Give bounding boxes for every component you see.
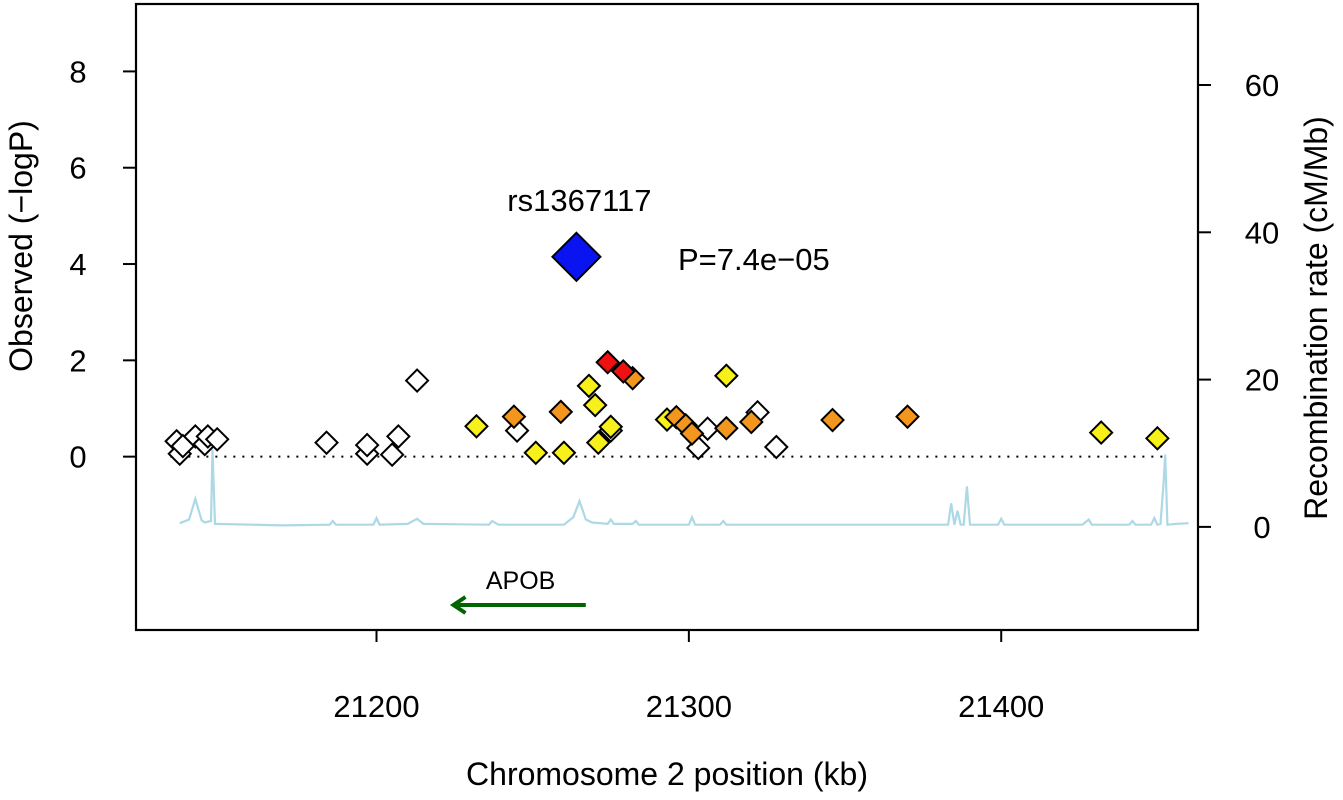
snp-point [679,421,705,446]
snp-point [504,418,530,444]
x-tick-label: 21200 [333,689,419,724]
gene-arrow-head [449,595,467,615]
y-tick-label: 2 [69,343,86,378]
snp-point [763,434,789,460]
snp-point [385,424,411,449]
snp-point [713,415,739,441]
snp-point [585,430,611,456]
snp-point [582,392,608,418]
snp-point [1144,425,1170,451]
recombination-rate-layer [179,449,1189,527]
snp-point [523,440,549,466]
y2-tick-label: 40 [1245,215,1279,250]
snp-point [738,409,764,435]
x-axis: 21200 21300 21400 [333,629,1044,724]
y2-tick-label: 0 [1253,510,1270,545]
snp-point [501,404,527,430]
recombination-rate-line [179,449,1189,527]
snp-point [1088,420,1114,445]
x-axis-title: Chromosome 2 position (kb) [466,756,868,792]
snp-point [464,413,489,439]
snp-point [595,349,621,375]
snp-points [164,349,1170,468]
snp-point [204,426,230,452]
snp-point [713,363,739,389]
y2-tick-label: 60 [1245,68,1279,103]
y-tick-label: 8 [69,54,86,89]
snp-point [551,440,577,466]
snp-point [576,373,602,399]
plot-frame [134,2,1200,632]
lead-snp-pvalue: P=7.4e−05 [678,242,830,277]
y-axis-right: 0 20 40 60 [1197,68,1279,545]
y-tick-label: 6 [69,151,86,186]
y-axis-title: Observed (−logP) [3,120,39,372]
snp-point [610,358,636,384]
lead-snp-annotation: rs1367117 P=7.4e−05 [507,183,830,283]
snp-point [379,442,405,468]
x-tick-label: 21300 [646,689,732,724]
snp-point [354,432,380,458]
y2-tick-label: 20 [1245,363,1279,398]
gene-track: APOB [449,567,586,615]
snp-point [548,399,574,425]
snp-point [895,404,920,430]
y-axis-left: 0 2 4 6 8 [69,54,137,475]
y2-axis-title: Recombination rate (cM/Mb) [1298,116,1334,520]
lead-snp-point [551,231,602,283]
x-tick-label: 21400 [958,689,1044,724]
gene-label: APOB [486,567,555,595]
y-tick-label: 0 [69,440,86,475]
snp-point [598,414,624,440]
snp-point [314,430,339,456]
lead-snp-name: rs1367117 [507,183,651,218]
snp-point [404,368,430,393]
y-tick-label: 4 [69,247,86,282]
snp-point [820,407,845,433]
